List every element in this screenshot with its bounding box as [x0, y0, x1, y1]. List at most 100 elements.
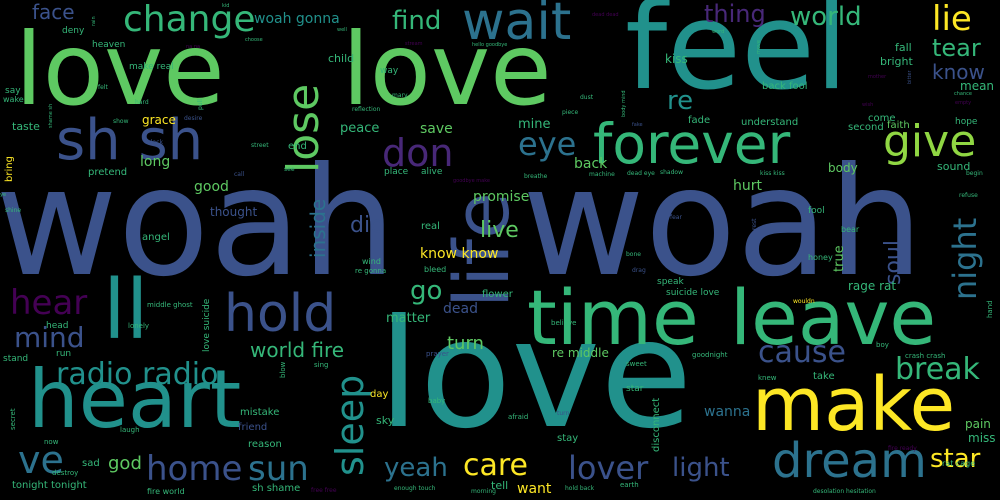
word: refuse — [959, 192, 978, 199]
word: sky — [376, 414, 395, 427]
word: child — [328, 52, 355, 65]
word: crash crash — [905, 352, 946, 360]
word: drag — [632, 267, 646, 274]
word: kiss — [665, 52, 688, 66]
word: dust — [580, 94, 594, 101]
word: wait — [462, 0, 572, 52]
word: hurt — [733, 178, 762, 194]
word: inside — [306, 198, 330, 258]
word: desolation hesitation — [813, 488, 876, 495]
word: fear — [670, 214, 682, 221]
word: hard — [135, 99, 149, 106]
word: honey — [808, 253, 833, 262]
word: wanna — [704, 404, 751, 420]
word: body — [828, 161, 858, 175]
word: give — [883, 116, 977, 167]
word: hold — [224, 284, 337, 344]
word: rain — [91, 16, 97, 26]
word: sun — [248, 449, 309, 489]
word: street — [251, 142, 269, 149]
word: re gonna — [355, 267, 387, 275]
word: blow — [279, 361, 287, 378]
word: love suicide — [202, 298, 212, 352]
word: heart — [28, 353, 242, 446]
word: go — [410, 276, 443, 306]
word: light — [672, 453, 730, 483]
word: cause — [758, 335, 846, 370]
word: lover — [568, 449, 649, 487]
word: yeah — [384, 453, 448, 483]
word: eye — [518, 125, 577, 163]
word: love — [15, 11, 225, 128]
word: stand — [3, 354, 29, 364]
word: pull — [197, 99, 204, 110]
word: baby — [428, 397, 446, 405]
word: lie — [932, 0, 972, 39]
word: flower — [482, 289, 513, 300]
word: pretend — [88, 167, 128, 178]
word: long — [140, 154, 171, 170]
word: understand — [741, 117, 799, 128]
word: love — [342, 11, 552, 128]
word: show — [113, 118, 129, 125]
word: re — [667, 86, 694, 116]
word: woah — [0, 136, 397, 310]
word: world fire — [250, 338, 345, 362]
word: god — [108, 453, 142, 474]
word: sh sh — [56, 108, 204, 173]
word: goodbye make — [453, 178, 490, 184]
word: star — [626, 384, 644, 394]
word: morning — [471, 488, 496, 495]
word: sweet — [626, 360, 647, 368]
word: leave — [730, 273, 937, 362]
word: tear — [932, 34, 981, 62]
word: believe — [551, 319, 577, 327]
word: hello goodbye — [472, 42, 508, 48]
word: bone — [626, 251, 641, 258]
word: heaven — [92, 40, 126, 50]
word: make real — [129, 62, 174, 72]
word: day — [370, 389, 389, 400]
word: tell — [491, 479, 509, 492]
word: earth — [620, 481, 639, 489]
word: dream — [772, 433, 927, 489]
word: lose — [278, 83, 329, 173]
word: say — [5, 86, 21, 96]
word: middle ghost — [147, 301, 193, 309]
word: shadow — [660, 169, 683, 176]
word: live — [480, 218, 519, 243]
word: sing — [314, 361, 329, 369]
word: peace — [340, 121, 380, 136]
word: chance — [954, 91, 972, 97]
word: promise — [473, 189, 530, 205]
word: run — [56, 349, 72, 359]
word: dead — [443, 301, 478, 317]
word: destroy — [52, 469, 79, 477]
word: change — [123, 0, 256, 40]
word: knew — [758, 374, 777, 382]
word: love — [378, 288, 693, 462]
word: sleep — [328, 374, 372, 476]
word: woah — [522, 136, 924, 310]
word: mind — [14, 321, 85, 354]
word: afraid — [508, 413, 529, 421]
word: now — [44, 438, 59, 446]
word: sound — [937, 160, 971, 173]
word: bring — [4, 156, 15, 182]
word: stay — [557, 433, 579, 444]
word: suicide love — [666, 288, 720, 298]
word: hold back — [565, 485, 595, 492]
word: rage rat — [848, 279, 897, 293]
word: goodnight — [692, 351, 728, 359]
word: speak — [657, 277, 684, 287]
word: grace — [142, 113, 176, 127]
word: bitter — [907, 70, 913, 84]
word: take — [813, 371, 835, 382]
word: lonely — [128, 322, 150, 330]
word: save — [420, 121, 453, 137]
word: na na — [186, 44, 201, 50]
word: shame sh — [48, 103, 54, 128]
word: come — [868, 113, 896, 124]
word: reason — [248, 439, 282, 450]
word: time — [527, 273, 699, 362]
